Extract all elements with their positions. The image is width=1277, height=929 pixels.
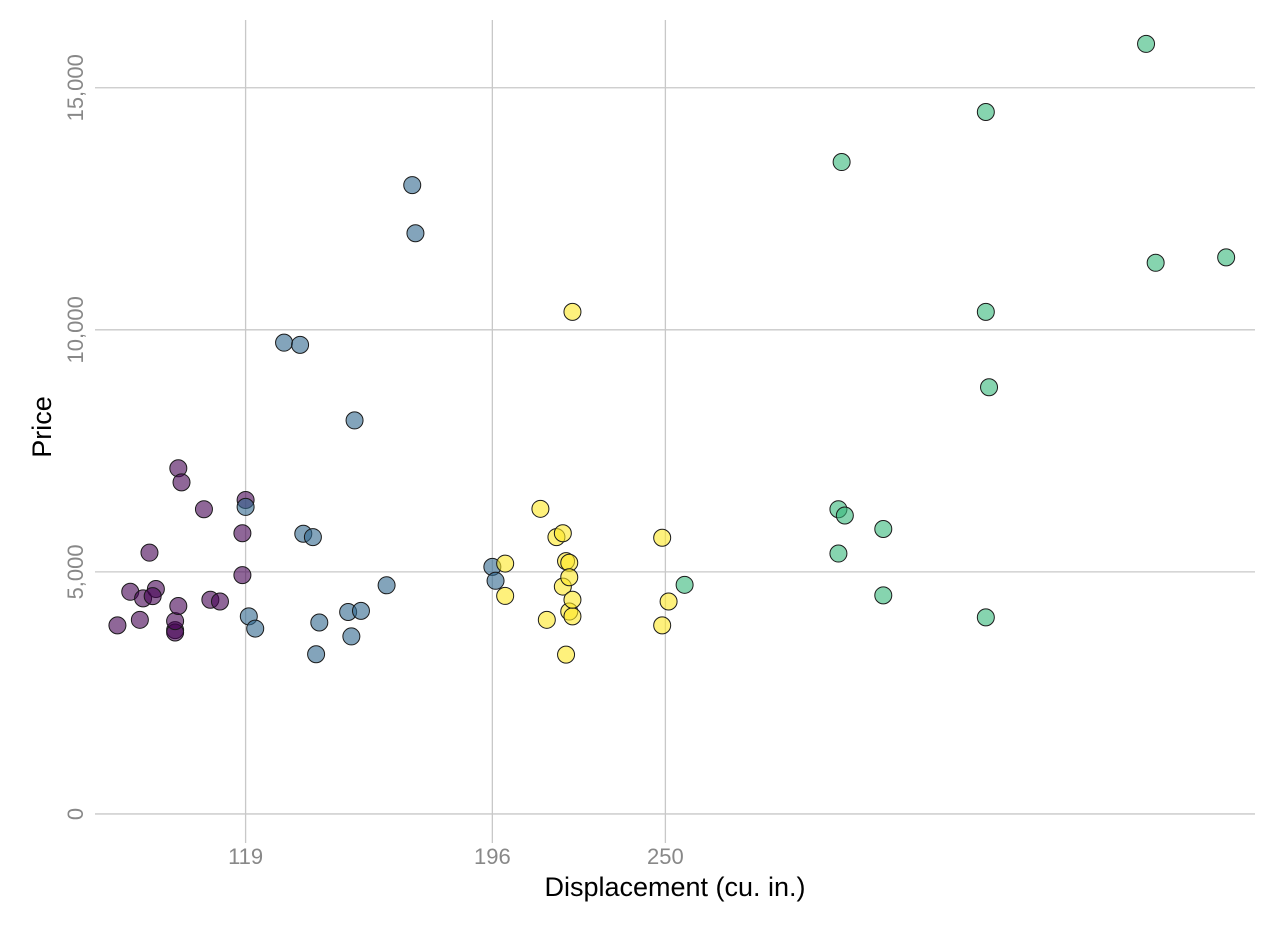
x-tick-label-2: 250	[647, 844, 684, 869]
y-tick-label-0: 0	[63, 808, 88, 820]
point-s0-17	[233, 566, 252, 585]
y-tick-label-3: 15,000	[63, 54, 88, 121]
point-s1-2	[246, 619, 265, 638]
point-s2-13	[1217, 248, 1236, 267]
y-axis-title: Price	[27, 396, 57, 458]
point-s3-2	[531, 499, 550, 518]
y-tick-label-2: 10,000	[63, 296, 88, 363]
point-s0-12	[172, 473, 191, 492]
point-s1-7	[307, 645, 326, 664]
point-s3-10	[563, 302, 582, 321]
point-s1-13	[377, 576, 396, 595]
point-s1-0	[236, 497, 255, 516]
point-s1-6	[303, 528, 322, 547]
point-s2-5	[874, 586, 893, 605]
point-s0-10	[169, 596, 188, 615]
point-s2-4	[835, 506, 854, 525]
point-s2-7	[976, 608, 995, 627]
point-s2-6	[874, 520, 893, 539]
point-s2-12	[1146, 253, 1165, 272]
point-s1-12	[351, 601, 370, 620]
point-s2-8	[976, 102, 995, 121]
x-tick-label-1: 196	[474, 844, 511, 869]
point-s1-11	[342, 627, 361, 646]
point-s3-16	[653, 616, 672, 635]
point-s3-3	[537, 610, 556, 629]
point-s0-13	[194, 500, 213, 519]
point-s1-3	[275, 333, 294, 352]
tick-labels: 0 5,000 10,000 15,000 119 196 250	[63, 54, 684, 869]
point-s0-9	[166, 612, 185, 631]
point-s2-11	[1137, 34, 1156, 53]
point-s1-17	[486, 571, 505, 590]
point-s1-4	[291, 335, 310, 354]
grid-lines	[95, 20, 1255, 843]
point-s2-9	[976, 302, 995, 321]
point-s0-0	[108, 616, 127, 635]
point-s0-15	[210, 592, 229, 611]
point-s0-16	[233, 524, 252, 543]
data-points	[108, 34, 1236, 664]
point-s3-13	[563, 607, 582, 626]
point-s0-3	[130, 610, 149, 629]
point-s1-8	[310, 613, 329, 632]
point-s3-14	[563, 590, 582, 609]
point-s2-3	[832, 153, 851, 172]
point-s3-1	[496, 586, 515, 605]
point-s2-0	[675, 575, 694, 594]
point-s1-10	[345, 411, 364, 430]
point-s3-11	[560, 568, 579, 587]
point-s2-1	[829, 544, 848, 563]
point-s0-6	[140, 543, 159, 562]
point-s3-0	[496, 554, 515, 573]
x-axis-title: Displacement (cu. in.)	[544, 872, 805, 902]
y-tick-label-1: 5,000	[63, 544, 88, 599]
x-tick-label-0: 119	[228, 844, 263, 869]
point-s3-17	[659, 592, 678, 611]
point-s1-14	[403, 176, 422, 195]
point-s3-15	[653, 528, 672, 547]
point-s3-5	[553, 524, 572, 543]
point-s0-5	[143, 587, 162, 606]
point-s1-15	[406, 224, 425, 243]
point-s2-10	[980, 378, 999, 397]
point-s3-8	[557, 645, 576, 664]
